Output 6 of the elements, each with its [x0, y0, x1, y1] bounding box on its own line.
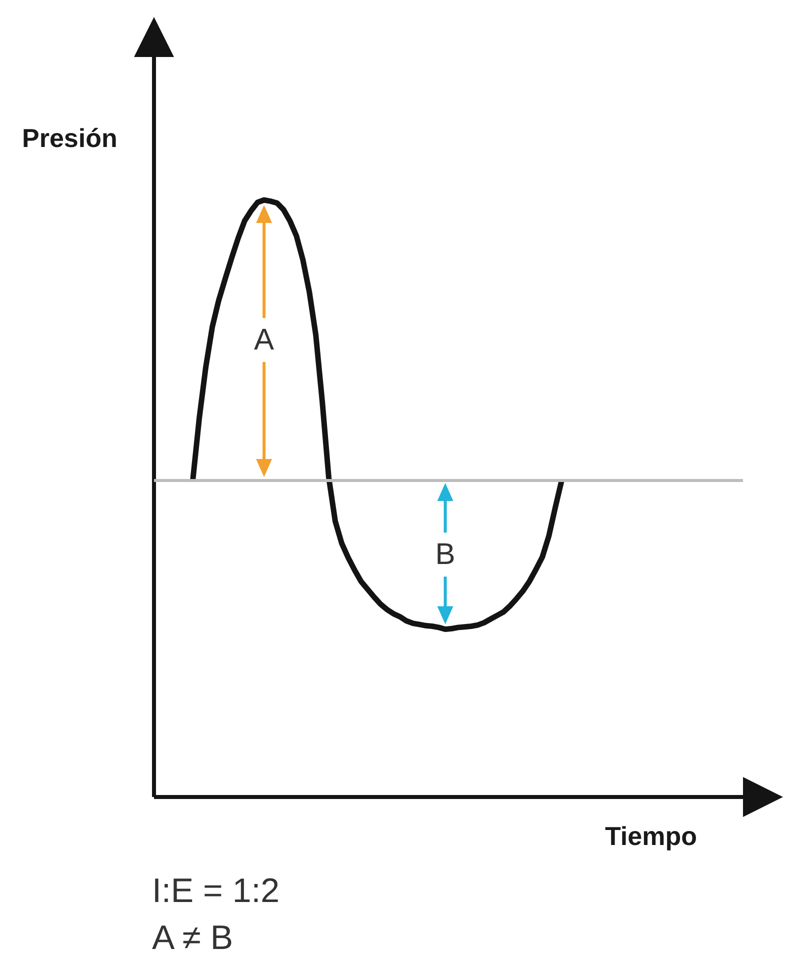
annotation: B	[435, 538, 456, 572]
y-axis-title: Presión	[22, 123, 118, 153]
text: A ≠ B	[152, 919, 234, 956]
text: I:E = 1:2	[152, 872, 280, 910]
annotation: A	[254, 323, 274, 356]
x-axis-title: Tiempo	[605, 821, 698, 851]
